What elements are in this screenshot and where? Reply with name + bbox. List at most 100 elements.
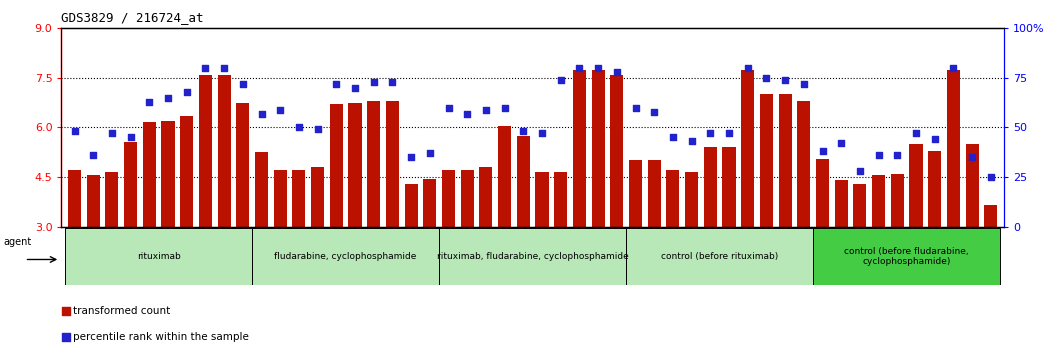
Point <box>870 152 887 158</box>
Bar <box>255 152 268 227</box>
Bar <box>105 172 119 227</box>
Bar <box>741 70 754 227</box>
Bar <box>797 101 810 227</box>
Point <box>328 81 345 87</box>
Point <box>290 125 307 130</box>
Point <box>534 131 551 136</box>
Point <box>441 105 457 110</box>
Point <box>552 77 569 83</box>
Point <box>421 150 438 156</box>
Point <box>160 95 177 101</box>
Point <box>66 129 83 134</box>
Bar <box>498 126 511 227</box>
Point <box>664 135 681 140</box>
Bar <box>273 170 287 227</box>
Text: percentile rank within the sample: percentile rank within the sample <box>73 332 249 342</box>
Bar <box>554 172 568 227</box>
Bar <box>217 75 231 227</box>
Bar <box>626 228 813 285</box>
Bar <box>143 122 156 227</box>
Point <box>309 127 326 132</box>
Bar <box>161 121 175 227</box>
Bar <box>984 205 998 227</box>
Bar <box>666 170 680 227</box>
Point <box>216 65 233 71</box>
Point <box>515 129 532 134</box>
Bar <box>854 184 866 227</box>
Point <box>908 131 925 136</box>
Point <box>497 105 514 110</box>
Point <box>104 131 121 136</box>
Bar <box>704 147 717 227</box>
Point <box>197 65 214 71</box>
Point <box>720 131 737 136</box>
Bar <box>834 180 848 227</box>
Point <box>964 154 981 160</box>
Point <box>253 111 270 116</box>
Text: rituximab: rituximab <box>137 252 180 261</box>
Bar <box>252 228 439 285</box>
Point <box>141 99 158 104</box>
Bar <box>947 70 961 227</box>
Bar <box>311 167 324 227</box>
Point <box>478 107 495 113</box>
Bar <box>592 70 605 227</box>
Bar <box>180 116 193 227</box>
Point <box>346 85 363 91</box>
Point <box>927 137 944 142</box>
Bar <box>292 170 305 227</box>
Bar <box>442 170 455 227</box>
Bar <box>778 95 792 227</box>
Text: rituximab, fludarabine, cyclophosphamide: rituximab, fludarabine, cyclophosphamide <box>436 252 629 261</box>
Bar <box>461 170 473 227</box>
Bar <box>629 160 642 227</box>
Text: fludarabine, cyclophosphamide: fludarabine, cyclophosphamide <box>274 252 417 261</box>
Bar <box>966 144 979 227</box>
Point <box>683 138 700 144</box>
Bar <box>124 142 138 227</box>
Point <box>272 107 289 113</box>
Bar <box>424 179 436 227</box>
Point <box>590 65 607 71</box>
Bar <box>760 95 773 227</box>
Bar <box>517 136 530 227</box>
Point <box>945 65 962 71</box>
Bar <box>329 104 343 227</box>
Point <box>739 65 756 71</box>
Point <box>365 79 382 85</box>
Text: control (before rituximab): control (before rituximab) <box>661 252 778 261</box>
Text: GDS3829 / 216724_at: GDS3829 / 216724_at <box>61 11 204 24</box>
Bar <box>536 172 549 227</box>
Point <box>356 168 373 173</box>
Bar <box>367 101 380 227</box>
Bar <box>816 159 829 227</box>
Bar <box>910 144 922 227</box>
Bar <box>68 170 82 227</box>
Bar <box>685 172 698 227</box>
Point <box>776 77 793 83</box>
Point <box>646 109 663 114</box>
Bar <box>480 167 492 227</box>
Point <box>384 79 401 85</box>
Bar <box>199 75 212 227</box>
Bar <box>891 174 904 227</box>
Point <box>889 152 905 158</box>
Bar <box>348 103 361 227</box>
Point <box>85 152 102 158</box>
Point <box>983 174 1000 180</box>
Bar <box>236 103 249 227</box>
Text: control (before fludarabine,
cyclophosphamide): control (before fludarabine, cyclophosph… <box>844 247 969 266</box>
Bar <box>873 175 885 227</box>
Bar <box>722 147 736 227</box>
Point <box>608 69 625 75</box>
Bar <box>439 228 626 285</box>
Bar <box>928 150 941 227</box>
Point <box>178 89 195 95</box>
Bar <box>66 228 252 285</box>
Bar <box>648 160 661 227</box>
Point <box>758 75 775 81</box>
Text: transformed count: transformed count <box>73 306 170 316</box>
Point <box>402 154 419 160</box>
Bar <box>405 184 417 227</box>
Bar <box>87 175 100 227</box>
